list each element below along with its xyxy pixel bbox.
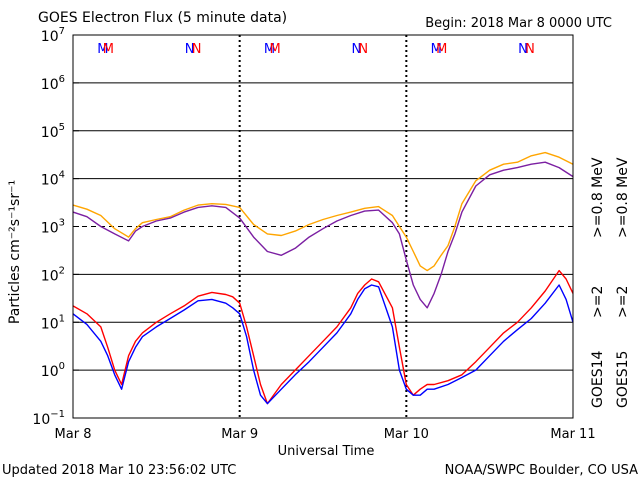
legend-satellite: GOES14 (590, 350, 606, 408)
y-tick-label: 101 (41, 313, 65, 332)
y-tick-label: 102 (41, 265, 65, 284)
event-marker: M (431, 42, 442, 57)
chart-title: GOES Electron Flux (5 minute data) (38, 10, 287, 26)
x-tick-label: Mar 9 (221, 427, 258, 442)
y-tick-label: 105 (41, 122, 65, 141)
series-line (72, 284, 574, 405)
legend-high-energy: >=0.8 MeV (615, 157, 631, 238)
event-marker: M (264, 42, 275, 57)
legend-low-energy: >=2 (615, 286, 631, 318)
series-line (72, 161, 574, 309)
event-marker: M (436, 42, 447, 57)
updated-timestamp: Updated 2018 Mar 10 23:56:02 UTC (2, 463, 236, 478)
series-line (72, 151, 574, 272)
event-marker: N (185, 42, 195, 57)
series-lines (72, 151, 574, 405)
y-axis-label: Particles cm⁻²s⁻¹sr⁻¹ (7, 180, 23, 324)
x-tick-label: Mar 8 (55, 427, 92, 442)
series-line (72, 269, 574, 405)
credit-label: NOAA/SWPC Boulder, CO USA (445, 463, 638, 478)
y-tick-label: 10−1 (32, 409, 65, 428)
y-tick-label: 106 (41, 74, 65, 93)
x-tick-label: Mar 11 (550, 427, 595, 442)
y-tick-label: 107 (41, 26, 65, 45)
y-tick-label: 104 (41, 170, 65, 189)
day-dividers (238, 35, 408, 418)
marker-labels: MM NN MM NN MM NN (97, 42, 535, 57)
event-marker: M (103, 42, 114, 57)
event-marker: N (525, 42, 535, 57)
event-marker: N (351, 42, 361, 57)
x-tick-label: Mar 10 (384, 427, 429, 442)
legend-low-energy: >=2 (590, 286, 606, 318)
x-axis-label: Universal Time (278, 444, 375, 459)
legend-high-energy: >=0.8 MeV (590, 157, 606, 238)
event-marker: N (192, 42, 202, 57)
event-marker: M (269, 42, 280, 57)
x-tick-labels: Mar 8 Mar 9 Mar 10 Mar 11 (55, 427, 596, 442)
legend: GOES14 >=2 >=0.8 MeV GOES15 >=2 >=0.8 MeV (590, 157, 631, 408)
y-tick-labels: 10−1 100 101 102 103 104 105 106 107 (32, 26, 79, 428)
grid-lines (73, 34, 573, 419)
event-marker: N (358, 42, 368, 57)
legend-satellite: GOES15 (615, 351, 631, 408)
y-tick-label: 100 (41, 361, 65, 380)
event-marker: N (518, 42, 528, 57)
begin-time-label: Begin: 2018 Mar 8 0000 UTC (425, 16, 612, 31)
y-tick-label: 103 (41, 218, 65, 237)
event-marker: M (97, 42, 108, 57)
